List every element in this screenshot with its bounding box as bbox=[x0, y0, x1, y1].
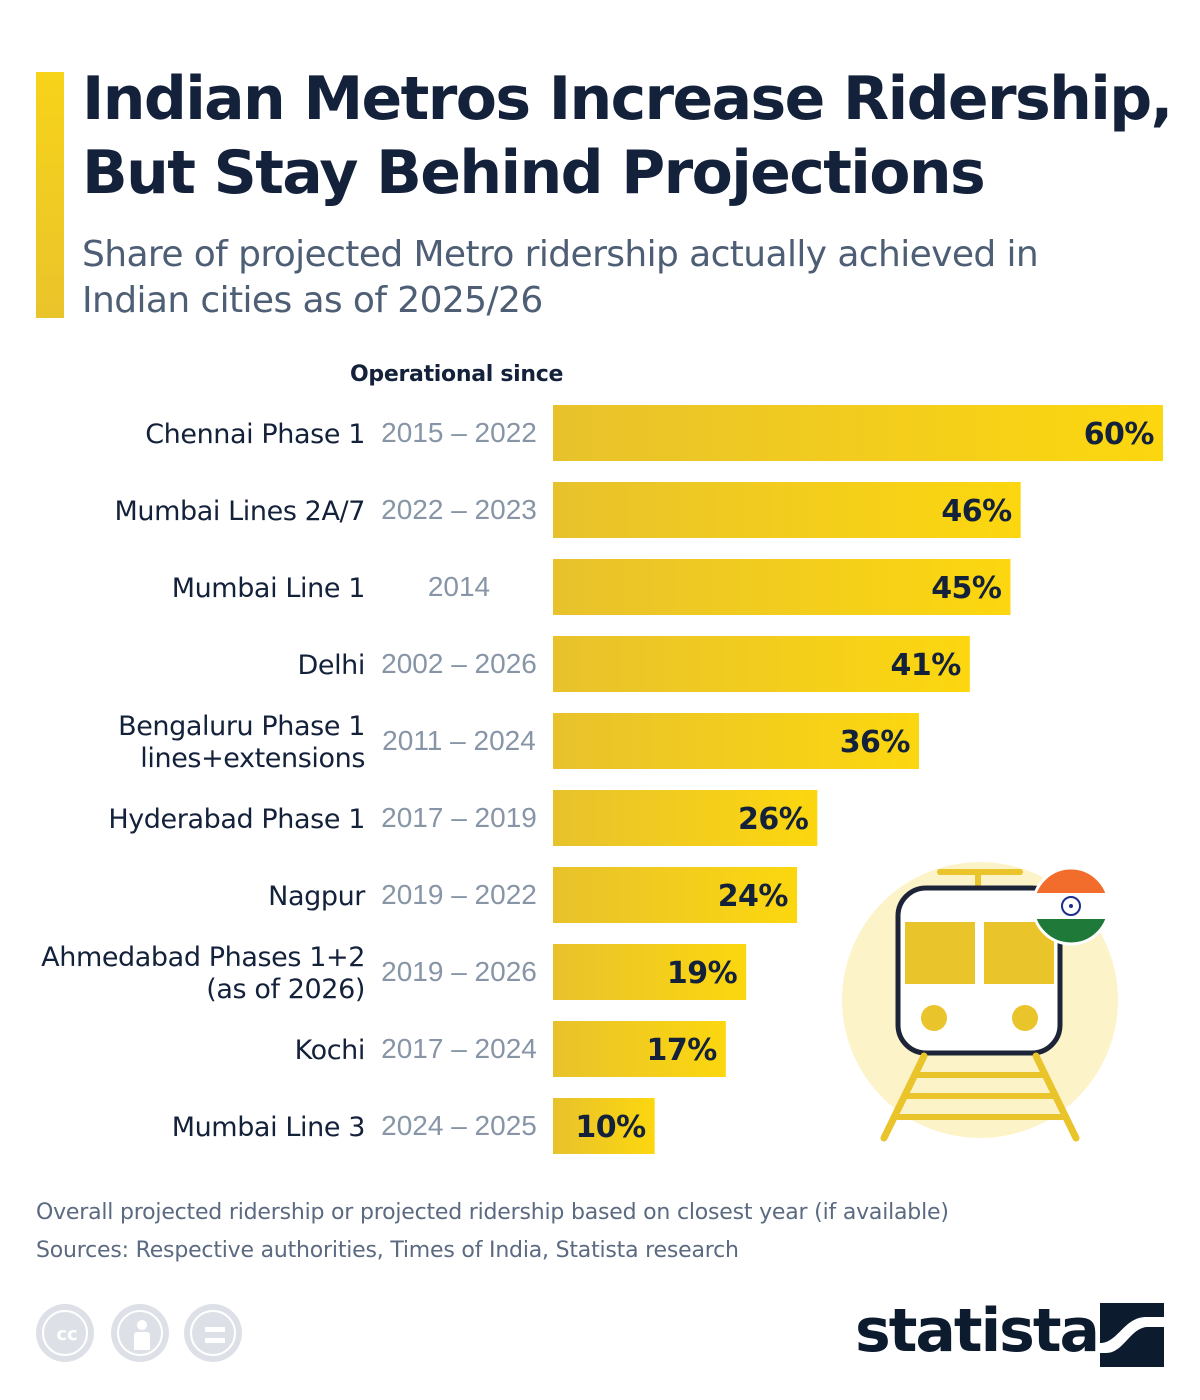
sources-note: Sources: Respective authorities, Times o… bbox=[36, 1238, 739, 1263]
category-label-line: (as of 2026) bbox=[206, 974, 365, 1005]
category-label-7: Ahmedabad Phases 1+2 (as of 2026) bbox=[41, 942, 365, 1005]
operational-since-header: Operational since bbox=[350, 362, 564, 387]
value-label-2: 45% bbox=[931, 571, 1002, 606]
category-label-5: Hyderabad Phase 1 bbox=[108, 804, 365, 835]
by-icon[interactable] bbox=[111, 1304, 169, 1362]
bar-5 bbox=[553, 790, 818, 846]
period-label-7: 2019 – 2026 bbox=[381, 956, 537, 987]
bar-3 bbox=[553, 636, 970, 692]
value-label-7: 19% bbox=[667, 956, 738, 991]
bar-0 bbox=[553, 405, 1163, 461]
period-label-4: 2011 – 2024 bbox=[382, 725, 536, 756]
statista-wordmark[interactable]: statista bbox=[855, 1296, 1100, 1366]
nd-icon[interactable] bbox=[184, 1304, 242, 1362]
bar-9 bbox=[553, 1098, 655, 1154]
category-label-6: Nagpur bbox=[268, 881, 366, 912]
title-accent-bar bbox=[36, 72, 64, 318]
period-label-6: 2019 – 2022 bbox=[381, 879, 537, 910]
period-label-3: 2002 – 2026 bbox=[381, 648, 537, 679]
period-label-8: 2017 – 2024 bbox=[381, 1033, 537, 1064]
value-label-5: 26% bbox=[738, 802, 809, 837]
category-label-line: lines+extensions bbox=[140, 743, 365, 774]
category-label-2: Mumbai Line 1 bbox=[172, 573, 365, 604]
period-label-5: 2017 – 2019 bbox=[381, 802, 537, 833]
bars-group: 60% 2015 – 2022 Chennai Phase 1 46% 2022 – 2… bbox=[41, 405, 1163, 1154]
period-label-2: 2014 bbox=[428, 571, 490, 602]
category-label-line: Ahmedabad Phases 1+2 bbox=[41, 942, 365, 973]
statista-logo-icon[interactable] bbox=[1100, 1303, 1164, 1367]
value-label-4: 36% bbox=[840, 725, 911, 760]
period-label-1: 2022 – 2023 bbox=[381, 494, 537, 525]
category-label-line: Bengaluru Phase 1 bbox=[118, 711, 365, 742]
value-label-1: 46% bbox=[941, 494, 1012, 529]
period-label-0: 2015 – 2022 bbox=[381, 417, 537, 448]
bar-7 bbox=[553, 944, 747, 1000]
footnote: Overall projected ridership or projected… bbox=[36, 1200, 949, 1225]
category-label-1: Mumbai Lines 2A/7 bbox=[114, 496, 365, 527]
bar-chart: 60% 2015 – 2022 Chennai Phase 1 46% 2022 – 2… bbox=[41, 405, 1163, 1154]
value-label-3: 41% bbox=[891, 648, 962, 683]
bar-8 bbox=[553, 1021, 726, 1077]
value-label-6: 24% bbox=[718, 879, 789, 914]
category-label-0: Chennai Phase 1 bbox=[145, 419, 365, 450]
bar-6 bbox=[553, 867, 797, 923]
category-label-8: Kochi bbox=[295, 1035, 365, 1066]
train-illustration bbox=[842, 862, 1118, 1142]
category-label-9: Mumbai Line 3 bbox=[172, 1112, 365, 1143]
cc-icon[interactable]: cc bbox=[36, 1304, 94, 1362]
train-icon bbox=[880, 869, 1080, 1142]
period-label-9: 2024 – 2025 bbox=[381, 1110, 537, 1141]
value-label-9: 10% bbox=[575, 1110, 646, 1145]
chart-subtitle: Share of projected Metro ridership actua… bbox=[82, 234, 1039, 321]
page-title: Indian Metros Increase Ridership, But St… bbox=[82, 64, 1173, 208]
value-label-8: 17% bbox=[647, 1033, 718, 1068]
bar-2 bbox=[553, 559, 1011, 615]
category-label-4: Bengaluru Phase 1 lines+extensions bbox=[118, 711, 365, 774]
bar-1 bbox=[553, 482, 1021, 538]
category-label-3: Delhi bbox=[297, 650, 365, 681]
value-label-0: 60% bbox=[1084, 417, 1155, 452]
bar-4 bbox=[553, 713, 919, 769]
